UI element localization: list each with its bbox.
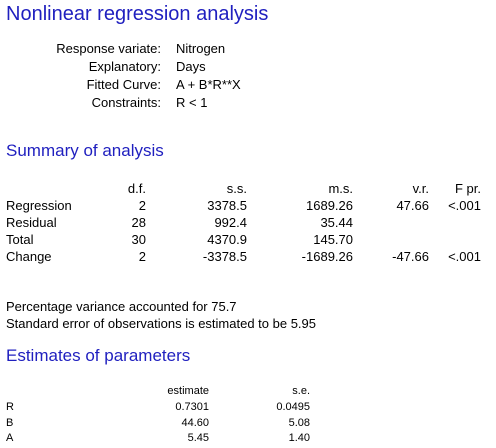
ss-value: 3378.5 bbox=[207, 198, 247, 213]
variance-note: Percentage variance accounted for 75.7 bbox=[6, 299, 237, 314]
column-header-vr: v.r. bbox=[412, 181, 429, 196]
model-value: Nitrogen bbox=[176, 41, 226, 56]
fpr-value: <.001 bbox=[448, 198, 481, 213]
vr-value: -47.66 bbox=[392, 249, 429, 264]
model-value: A + B*R**X bbox=[176, 77, 241, 92]
ms-value: -1689.26 bbox=[301, 249, 353, 264]
se-value: 1.40 bbox=[288, 432, 310, 444]
estimates-heading: Estimates of parameters bbox=[6, 346, 191, 365]
df-value: 2 bbox=[138, 249, 146, 264]
model-label: Explanatory: bbox=[88, 59, 161, 74]
page-title: Nonlinear regression analysis bbox=[6, 3, 269, 25]
column-header-df: d.f. bbox=[127, 181, 146, 196]
source-label: Change bbox=[6, 249, 52, 264]
model-label: Response variate: bbox=[56, 41, 161, 56]
ms-value: 1689.26 bbox=[306, 198, 353, 213]
model-label: Constraints: bbox=[91, 95, 161, 110]
se-value: 0.0495 bbox=[276, 401, 310, 413]
param-label: A bbox=[6, 432, 14, 444]
column-header-se: s.e. bbox=[292, 385, 310, 397]
ss-value: 992.4 bbox=[214, 215, 247, 230]
column-header-fpr: F pr. bbox=[454, 181, 481, 196]
ms-value: 145.70 bbox=[313, 232, 353, 247]
se-value: 5.08 bbox=[288, 417, 310, 429]
estimate-value: 0.7301 bbox=[175, 401, 209, 413]
source-label: Regression bbox=[6, 198, 72, 213]
summary-heading: Summary of analysis bbox=[6, 141, 164, 160]
standard-error-note: Standard error of observations is estima… bbox=[6, 316, 317, 331]
ms-value: 35.44 bbox=[320, 215, 353, 230]
model-value: R < 1 bbox=[176, 95, 208, 110]
source-label: Total bbox=[6, 232, 34, 247]
estimate-value: 5.45 bbox=[187, 432, 209, 444]
fpr-value: <.001 bbox=[448, 249, 481, 264]
param-label: R bbox=[6, 401, 14, 413]
column-header-ms: m.s. bbox=[328, 181, 353, 196]
ss-value: -3378.5 bbox=[202, 249, 247, 264]
model-value: Days bbox=[176, 59, 206, 74]
vr-value: 47.66 bbox=[396, 198, 429, 213]
column-header-ss: s.s. bbox=[226, 181, 247, 196]
df-value: 30 bbox=[131, 232, 146, 247]
param-label: B bbox=[6, 417, 14, 429]
df-value: 2 bbox=[138, 198, 146, 213]
column-header-estimate: estimate bbox=[167, 385, 209, 397]
model-label: Fitted Curve: bbox=[86, 77, 161, 92]
source-label: Residual bbox=[6, 215, 57, 230]
ss-value: 4370.9 bbox=[207, 232, 247, 247]
df-value: 28 bbox=[131, 215, 146, 230]
estimate-value: 44.60 bbox=[181, 417, 209, 429]
